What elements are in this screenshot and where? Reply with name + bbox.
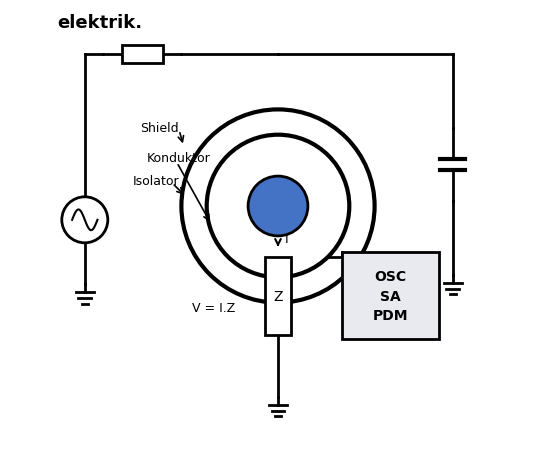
Text: Konduktor: Konduktor [147,152,211,165]
Bar [122,46,163,64]
Circle shape [207,135,349,278]
Text: Isolator: Isolator [133,175,180,188]
Text: Z: Z [273,289,283,303]
Text: Shield: Shield [140,122,178,135]
Text: V = I.Z: V = I.Z [192,301,235,314]
Circle shape [181,110,375,303]
Circle shape [62,197,108,243]
Text: I: I [285,232,289,245]
Bar [265,257,291,335]
Text: elektrik.: elektrik. [57,14,142,32]
Circle shape [248,177,308,236]
Text: OSC: OSC [375,270,407,284]
Text: PDM: PDM [373,308,409,322]
Text: SA: SA [380,289,401,303]
FancyBboxPatch shape [342,252,439,340]
